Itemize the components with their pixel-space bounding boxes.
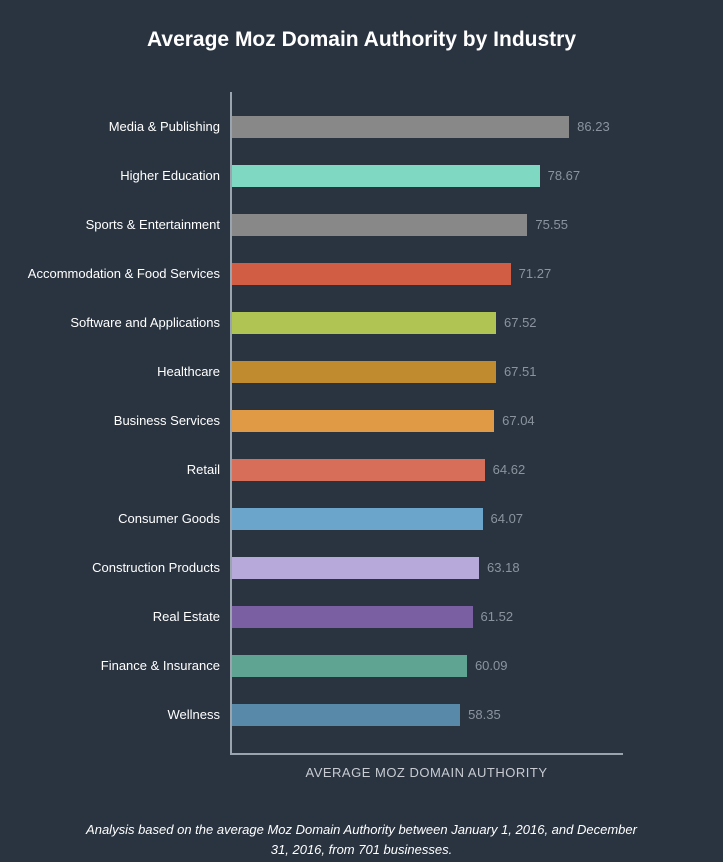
bar-value-label: 67.51 [504,364,537,379]
bar-row: Real Estate61.52 [232,592,623,641]
bar-category-label: Higher Education [120,168,232,183]
bar-row: Retail64.62 [232,445,623,494]
bar-category-label: Healthcare [157,364,232,379]
bar-category-label: Consumer Goods [118,511,232,526]
bars-region: Media & Publishing86.23Higher Education7… [230,92,623,755]
bar-track: 86.23 [232,102,623,151]
x-axis-label: AVERAGE MOZ DOMAIN AUTHORITY [230,765,623,780]
bar-track: 63.18 [232,543,623,592]
bar-value-label: 78.67 [548,168,581,183]
bar-track: 75.55 [232,200,623,249]
bar-value-label: 67.52 [504,315,537,330]
bar-value-label: 75.55 [535,217,568,232]
bar-track: 64.62 [232,445,623,494]
bar-fill [232,312,496,334]
bar-row: Consumer Goods64.07 [232,494,623,543]
bar-row: Healthcare67.51 [232,347,623,396]
bar-value-label: 61.52 [481,609,514,624]
bar-category-label: Software and Applications [70,315,232,330]
bar-category-label: Business Services [114,413,232,428]
bar-value-label: 67.04 [502,413,535,428]
bar-category-label: Real Estate [153,609,232,624]
bar-value-label: 86.23 [577,119,610,134]
bar-row: Wellness58.35 [232,690,623,739]
chart-title: Average Moz Domain Authority by Industry [40,28,683,52]
bar-value-label: 64.07 [491,511,524,526]
bar-row: Sports & Entertainment75.55 [232,200,623,249]
bar-category-label: Accommodation & Food Services [28,266,232,281]
bar-category-label: Sports & Entertainment [86,217,232,232]
bar-row: Construction Products63.18 [232,543,623,592]
bar-fill [232,165,540,187]
bar-fill [232,214,527,236]
bar-fill [232,557,479,579]
chart-footnote: Analysis based on the average Moz Domain… [40,820,683,859]
bar-track: 67.04 [232,396,623,445]
bar-value-label: 63.18 [487,560,520,575]
bar-fill [232,459,485,481]
chart-container: Average Moz Domain Authority by Industry… [0,0,723,862]
bar-row: Business Services67.04 [232,396,623,445]
bar-fill [232,704,460,726]
bar-fill [232,410,494,432]
bar-category-label: Wellness [167,707,232,722]
bar-value-label: 71.27 [519,266,552,281]
bar-track: 61.52 [232,592,623,641]
bar-value-label: 60.09 [475,658,508,673]
bar-track: 64.07 [232,494,623,543]
bar-row: Accommodation & Food Services71.27 [232,249,623,298]
bar-fill [232,655,467,677]
bar-category-label: Media & Publishing [109,119,232,134]
bar-category-label: Retail [187,462,232,477]
bar-row: Higher Education78.67 [232,151,623,200]
bar-value-label: 64.62 [493,462,526,477]
bar-row: Media & Publishing86.23 [232,102,623,151]
bar-category-label: Finance & Insurance [101,658,232,673]
bar-track: 71.27 [232,249,623,298]
bar-track: 60.09 [232,641,623,690]
plot-area: Media & Publishing86.23Higher Education7… [40,92,683,780]
bar-fill [232,361,496,383]
bar-track: 78.67 [232,151,623,200]
bar-track: 67.52 [232,298,623,347]
bar-track: 67.51 [232,347,623,396]
bar-value-label: 58.35 [468,707,501,722]
bar-fill [232,116,569,138]
bar-row: Finance & Insurance60.09 [232,641,623,690]
bar-fill [232,508,483,530]
bar-track: 58.35 [232,690,623,739]
bar-fill [232,263,511,285]
bar-category-label: Construction Products [92,560,232,575]
bar-fill [232,606,473,628]
bar-row: Software and Applications67.52 [232,298,623,347]
